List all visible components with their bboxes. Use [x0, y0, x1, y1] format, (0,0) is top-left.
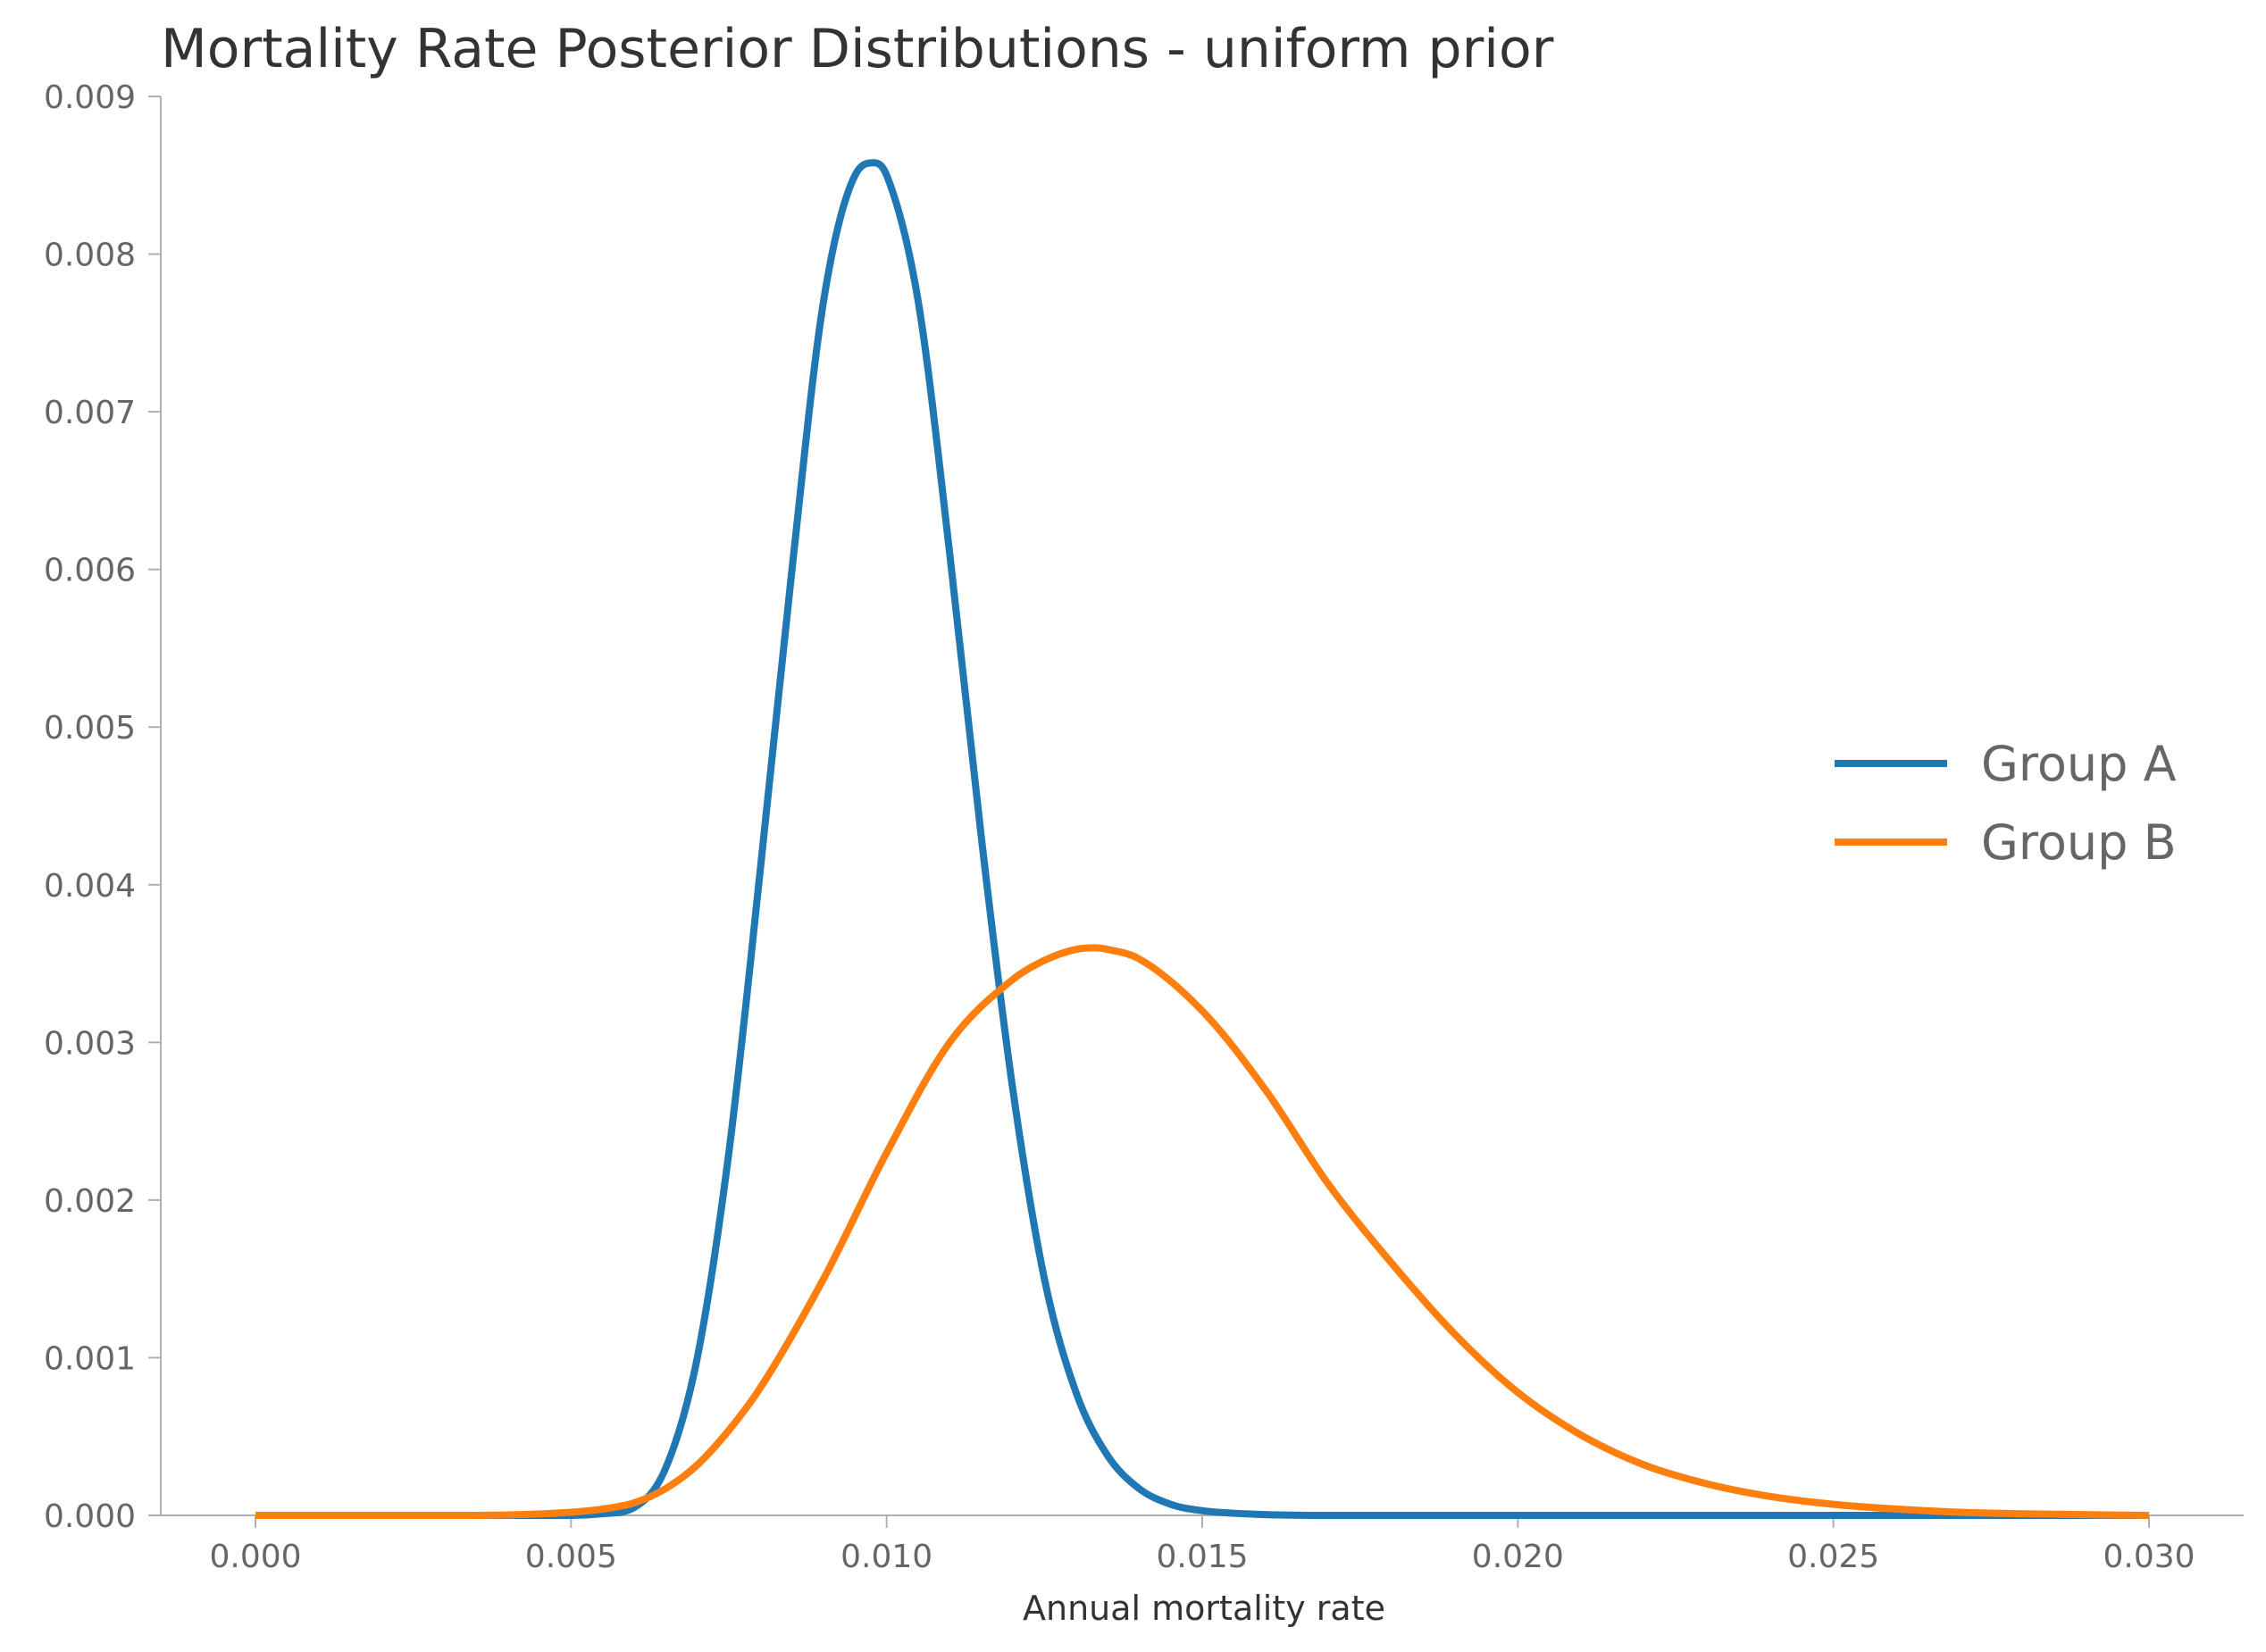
y-tick-label: 0.009 — [44, 79, 136, 116]
x-tick-label: 0.020 — [1472, 1539, 1564, 1575]
legend-label: Group B — [1981, 814, 2177, 871]
legend-label: Group A — [1981, 736, 2177, 792]
y-tick-label: 0.002 — [44, 1183, 136, 1220]
x-tick-label: 0.030 — [2103, 1539, 2195, 1575]
series-line-group-b — [255, 944, 2150, 1520]
y-tick-label: 0.007 — [44, 395, 136, 431]
y-tick-label: 0.001 — [44, 1340, 136, 1377]
y-tick-label: 0.006 — [44, 553, 136, 589]
legend: Group A Group B — [1835, 736, 2177, 871]
y-tick-label: 0.003 — [44, 1025, 136, 1062]
y-tick-label: 0.004 — [44, 868, 136, 905]
x-tick-label: 0.005 — [525, 1539, 617, 1575]
y-tick-label: 0.000 — [44, 1498, 136, 1535]
x-tick-label: 0.010 — [840, 1539, 932, 1575]
y-tick-label: 0.008 — [44, 238, 136, 274]
y-tick-label: 0.005 — [44, 710, 136, 747]
x-tick-label: 0.015 — [1156, 1539, 1248, 1575]
plot-area — [255, 159, 2150, 1520]
x-tick-label: 0.000 — [209, 1539, 301, 1575]
x-tick-label: 0.025 — [1787, 1539, 1879, 1575]
axes: 0.000 0.001 0.002 0.003 0.004 0.005 0.006 0.007… — [44, 79, 2244, 1575]
x-axis-label: Annual mortality rate — [1023, 1589, 1385, 1628]
series-line-group-a — [255, 159, 2149, 1520]
chart-title: Mortality Rate Posterior Distributions -… — [161, 18, 1554, 80]
